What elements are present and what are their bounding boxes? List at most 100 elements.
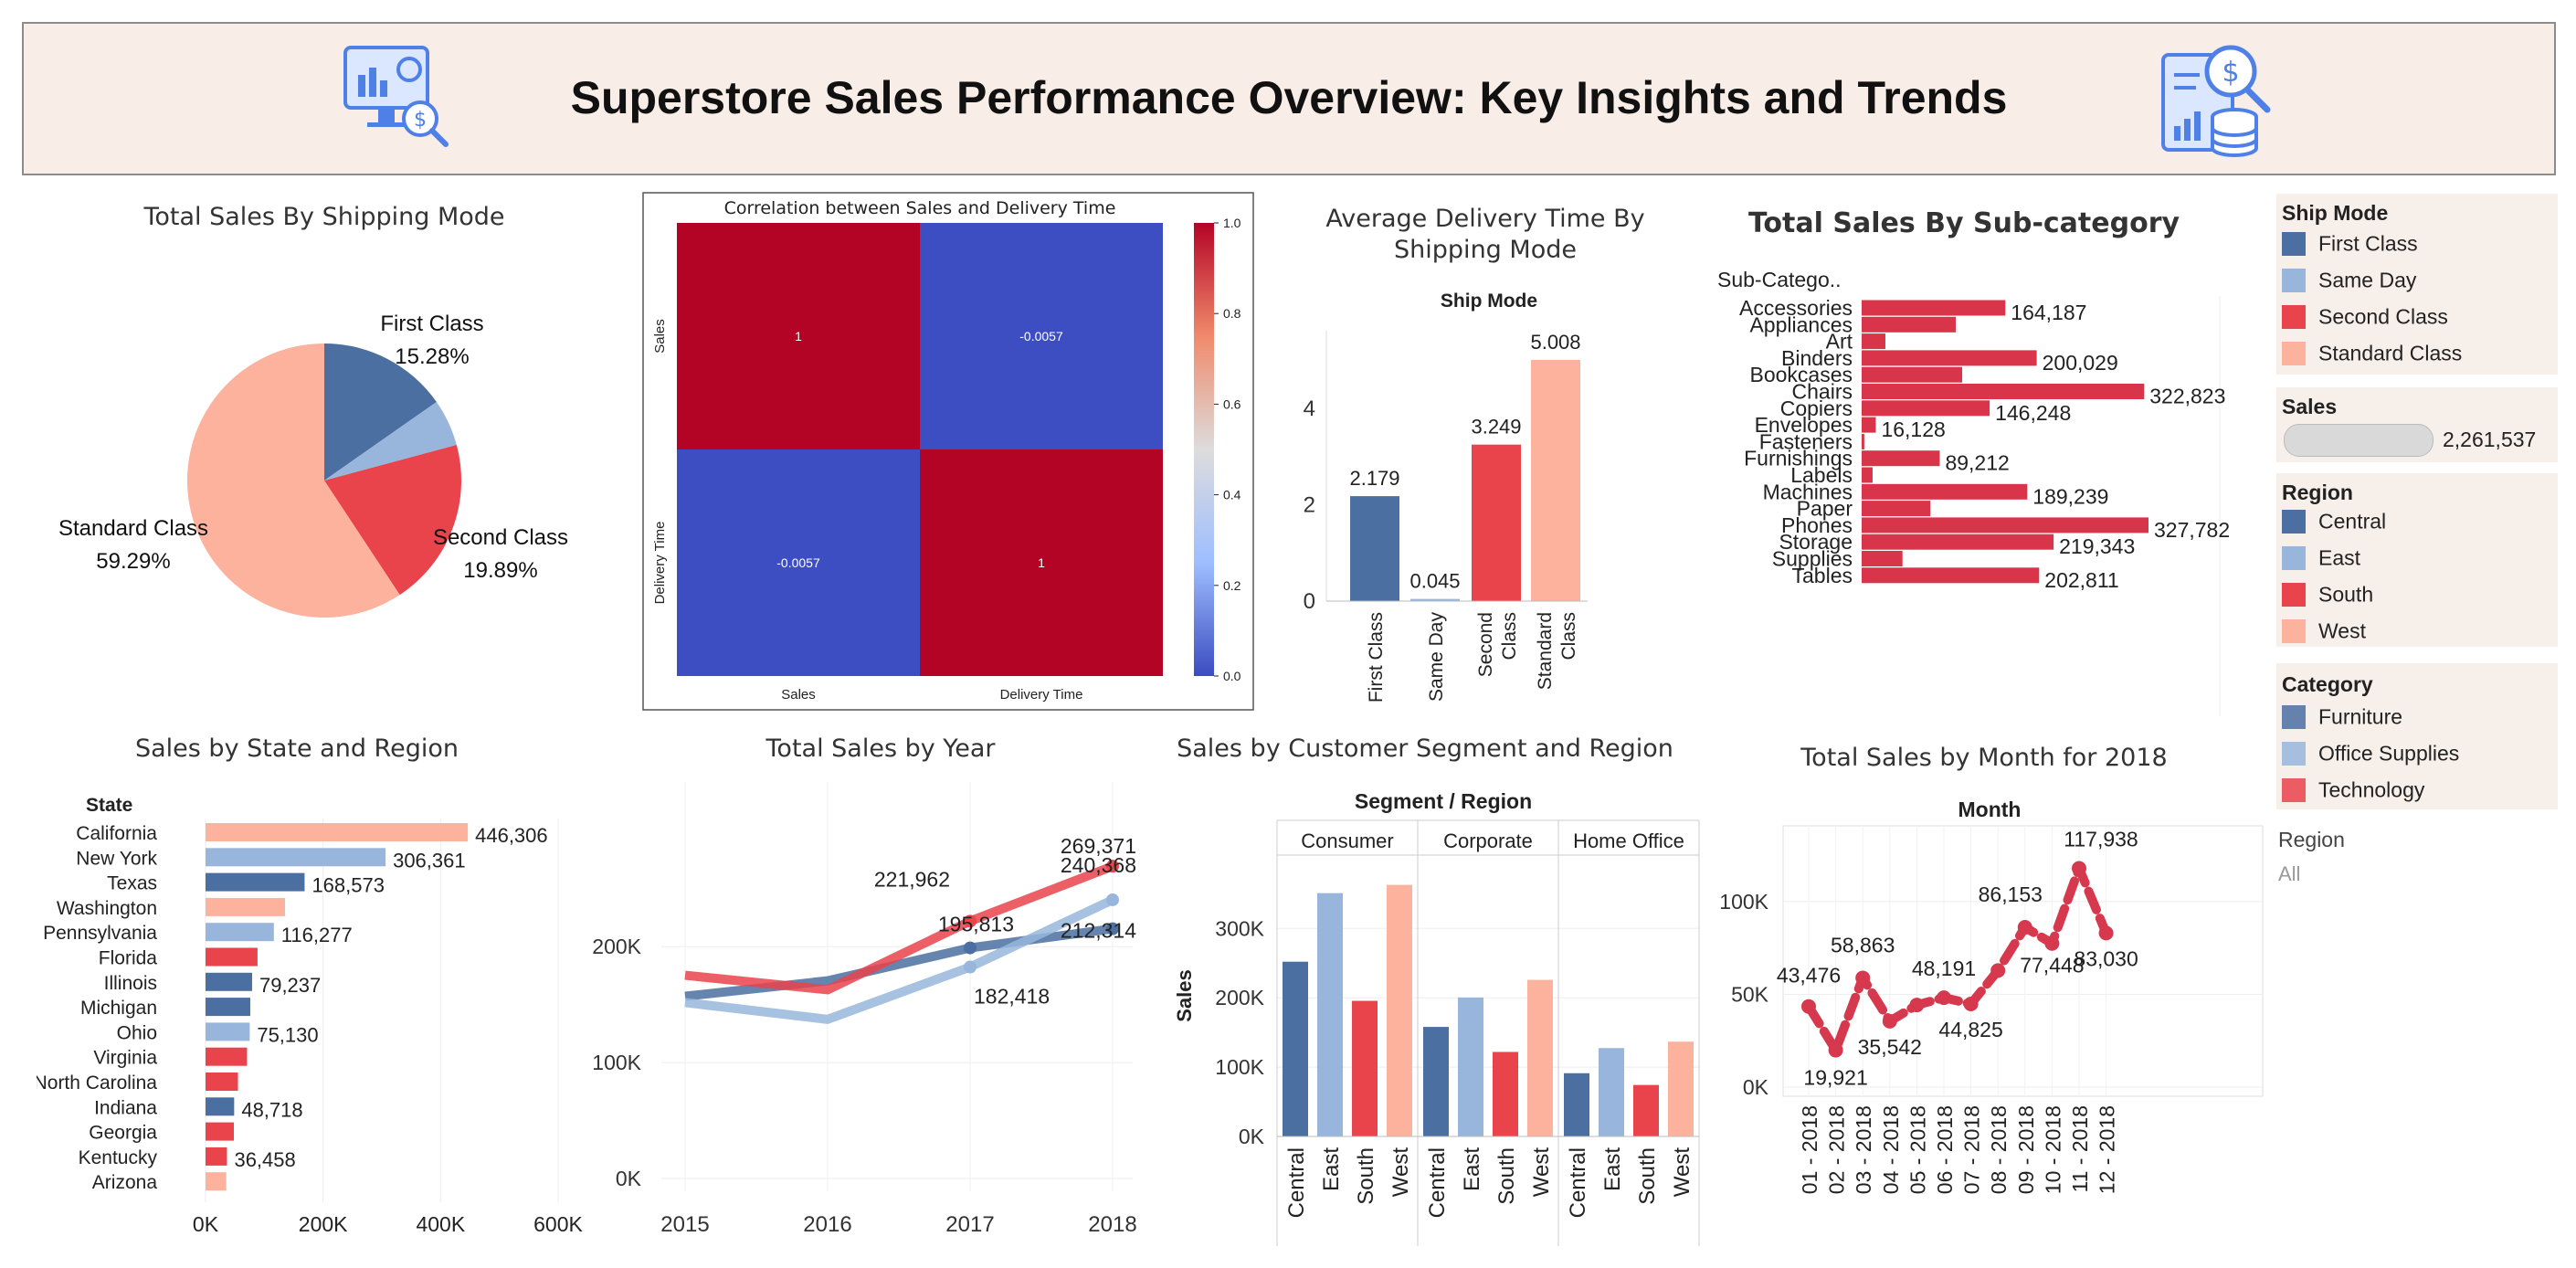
bar-value-label: 75,130 <box>257 1023 318 1046</box>
bar <box>206 923 274 942</box>
y-tick-label: 300K <box>1215 916 1264 940</box>
bar <box>1668 1041 1694 1136</box>
segment-label: Home Office <box>1573 829 1684 852</box>
bar <box>206 823 469 841</box>
legend-item-central[interactable]: Central <box>2282 508 2386 535</box>
region-filter-value[interactable]: All <box>2278 862 2301 885</box>
bar <box>1862 534 2054 550</box>
page-title: Superstore Sales Performance Overview: K… <box>570 72 2008 123</box>
category-label: Phones <box>1781 513 1853 537</box>
month-line <box>1804 863 2111 1055</box>
bar <box>1862 467 1873 483</box>
bar-value-label: 146,248 <box>1995 401 2071 425</box>
heatmap-cell-label: -0.0057 <box>776 555 820 570</box>
bar <box>1862 551 1903 566</box>
colorbar-tick-label: 0.4 <box>1223 488 1241 502</box>
bar <box>1862 501 1931 517</box>
data-label: 44,825 <box>1938 1018 2002 1041</box>
x-tick-label: Delivery Time <box>1000 687 1083 703</box>
x-tick-label: 01 - 2018 <box>1798 1105 1821 1194</box>
bar <box>206 1047 248 1066</box>
legend-item-west[interactable]: West <box>2282 618 2366 645</box>
x-tick-label: 400K <box>416 1212 465 1236</box>
legend-title: Sales <box>2282 395 2338 418</box>
data-point <box>1909 998 1925 1013</box>
bar <box>206 1172 227 1191</box>
sales-size-legend: Sales 2,261,537 <box>2276 387 2558 462</box>
region-label: Central <box>1425 1147 1450 1218</box>
data-point <box>1963 996 1979 1011</box>
x-tick-label: 09 - 2018 <box>2014 1105 2038 1194</box>
bar <box>1350 496 1399 601</box>
legend-item-same-day[interactable]: Same Day <box>2282 267 2416 294</box>
bar-value-label: 164,187 <box>2011 301 2086 324</box>
column-header: Ship Mode <box>1441 291 1537 312</box>
legend-item-office-supplies[interactable]: Office Supplies <box>2282 740 2459 767</box>
pie-slice <box>324 445 461 596</box>
chart-title: Correlation between Sales and Delivery T… <box>724 198 1116 218</box>
x-tick-label: 06 - 2018 <box>1933 1105 1957 1194</box>
bar-value-label: 306,361 <box>393 849 466 872</box>
data-point <box>2017 920 2032 935</box>
bar <box>1862 567 2040 584</box>
data-point <box>1106 922 1119 935</box>
bar-value-label: 16,128 <box>1881 417 1945 441</box>
chart-title: Total Sales by Year <box>765 734 997 763</box>
bar-value-label: 322,823 <box>2149 385 2225 408</box>
region-label: West <box>1670 1147 1694 1198</box>
bar <box>1564 1073 1589 1136</box>
bar-value-label: 116,277 <box>281 924 353 946</box>
legend-item-furniture[interactable]: Furniture <box>2282 703 2402 731</box>
bar-value-label: 48,718 <box>241 1098 302 1121</box>
category-label: Paper <box>1797 497 1853 521</box>
legend-item-second-class[interactable]: Second Class <box>2282 303 2448 331</box>
data-point <box>964 941 977 955</box>
data-point <box>1801 999 1816 1014</box>
x-tick-label: 2016 <box>803 1212 851 1237</box>
sales-total-value: 2,261,537 <box>2443 428 2537 451</box>
legend-item-standard-class[interactable]: Standard Class <box>2282 340 2462 367</box>
bar <box>1862 400 1990 417</box>
x-tick-label: Sales <box>781 687 816 703</box>
bar <box>1862 483 2028 500</box>
category-label: Storage <box>1779 530 1853 554</box>
bar <box>206 1122 235 1141</box>
legend-item-east[interactable]: East <box>2282 544 2360 572</box>
region-legend: Region Central East South West <box>2276 473 2558 647</box>
region-label: South <box>1494 1147 1519 1205</box>
state-region-chart: Sales by State and Region State 0K 200K 40… <box>37 734 584 1236</box>
data-label: 58,863 <box>1831 933 1895 956</box>
plot-frame <box>1782 825 2264 1097</box>
bar <box>1599 1048 1624 1136</box>
pie-chart: Total Sales By Shipping Mode First Class… <box>58 203 568 618</box>
x-tick-label: 03 - 2018 <box>1852 1105 1875 1194</box>
month-chart-panel: Total Sales by Month for 2018 Month 0K 50… <box>1708 727 2275 1257</box>
category-label: Art <box>1826 330 1853 354</box>
delivery-time-chart: Average Delivery Time By Shipping Mode S… <box>1304 205 1645 703</box>
bar <box>1862 333 1885 350</box>
data-label: 117,938 <box>2064 827 2138 851</box>
category-label: Bookcases <box>1749 363 1853 386</box>
legend-item-technology[interactable]: Technology <box>2282 777 2424 804</box>
subcategory-chart: Total Sales By Sub-category Sub-Catego..… <box>1717 207 2230 716</box>
bar <box>1862 350 2037 366</box>
pie-chart-panel: Total Sales By Shipping Mode First Class… <box>27 194 630 632</box>
yearly-sales-chart: Total Sales by Year 0K 100K 200K 2015 2016 20… <box>592 734 1136 1237</box>
legend-item-south[interactable]: South <box>2282 581 2373 608</box>
legend-swatch <box>2282 341 2306 365</box>
segment-region-chart: Sales by Customer Segment and Region Seg… <box>1173 734 1700 1246</box>
bar <box>1317 893 1343 1136</box>
bar <box>1862 433 1864 449</box>
data-label: 212,314 <box>1061 919 1136 943</box>
bar <box>206 1097 235 1116</box>
x-tick-label: 10 - 2018 <box>2041 1105 2064 1194</box>
state-label: Ohio <box>117 1022 157 1043</box>
state-label: Arizona <box>92 1172 158 1193</box>
data-label: 240,368 <box>1061 853 1136 877</box>
column-header: Month <box>1958 798 2022 821</box>
data-label: 182,418 <box>974 985 1050 1009</box>
colorbar-tick-label: 0.0 <box>1223 669 1241 683</box>
x-tick-label: Class <box>1499 612 1520 660</box>
bar <box>206 972 252 991</box>
legend-item-first-class[interactable]: First Class <box>2282 230 2418 258</box>
